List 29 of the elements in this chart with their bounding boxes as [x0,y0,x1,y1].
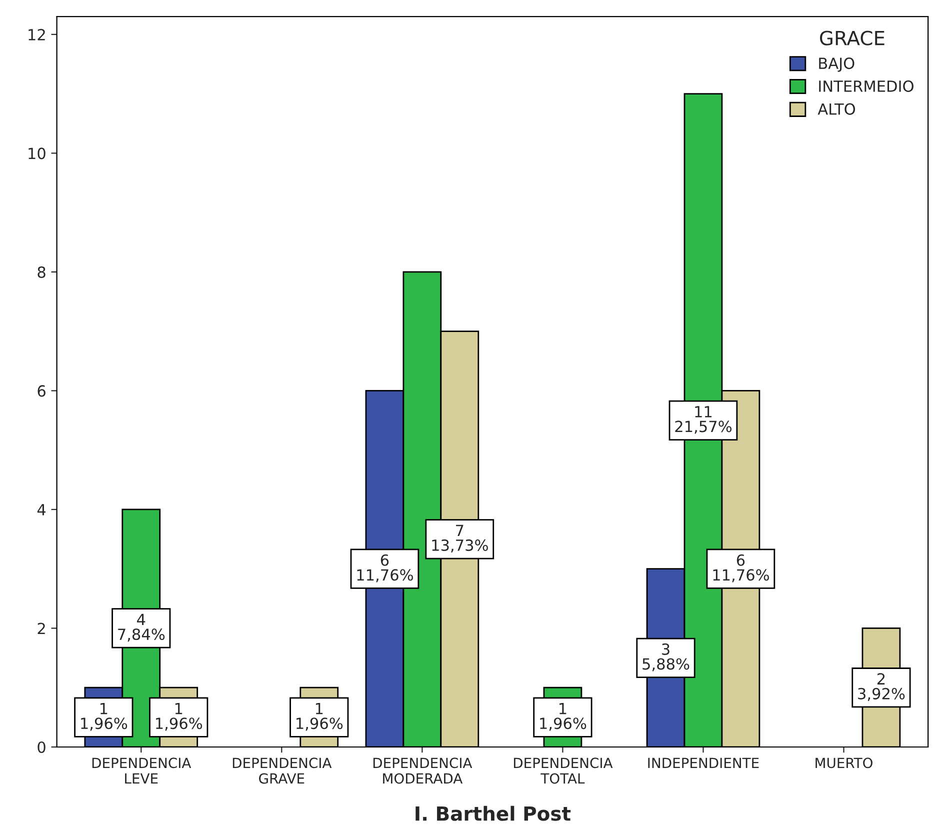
x-tick-label: MUERTO [816,758,872,768]
legend-label: ALTO [818,103,855,115]
y-tick-label: 2 [38,622,45,634]
y-tick-label: 10 [28,148,46,160]
legend-title: GRACE [820,30,884,46]
y-tick-label: 0 [38,741,46,754]
x-tick-label: DEPENDENCIA MODERADA [373,758,472,784]
data-label: 6 11,76% [713,554,769,582]
x-axis-title: I. Barthel Post [416,806,571,821]
y-tick-label: 6 [38,385,46,397]
x-tick-label: DEPENDENCIA GRAVE [232,758,332,784]
data-label: 3 5,88% [642,643,690,672]
y-tick-label: 12 [28,28,45,40]
legend-label: BAJO [819,58,854,72]
data-label: 7 13,73% [432,524,488,553]
data-label: 4 7,84% [118,614,165,642]
y-tick-label: 4 [37,504,46,516]
data-label: 6 11,76% [357,554,413,582]
data-label: 1 1,96% [156,702,202,731]
x-tick-label: DEPENDENCIA LEVE [92,758,192,784]
data-label: 1 1,96% [540,702,586,731]
data-label: 11 21,57% [675,406,732,434]
x-tick-label: DEPENDENCIA TOTAL [514,758,613,784]
data-label: 2 3,92% [858,673,905,702]
data-label: 1 1,96% [296,702,343,731]
legend-label: INTERMEDIO [819,80,914,92]
y-tick-label: 8 [38,266,46,278]
data-label: 1 1,96% [81,702,128,731]
x-tick-label: INDEPENDIENTE [648,758,759,768]
